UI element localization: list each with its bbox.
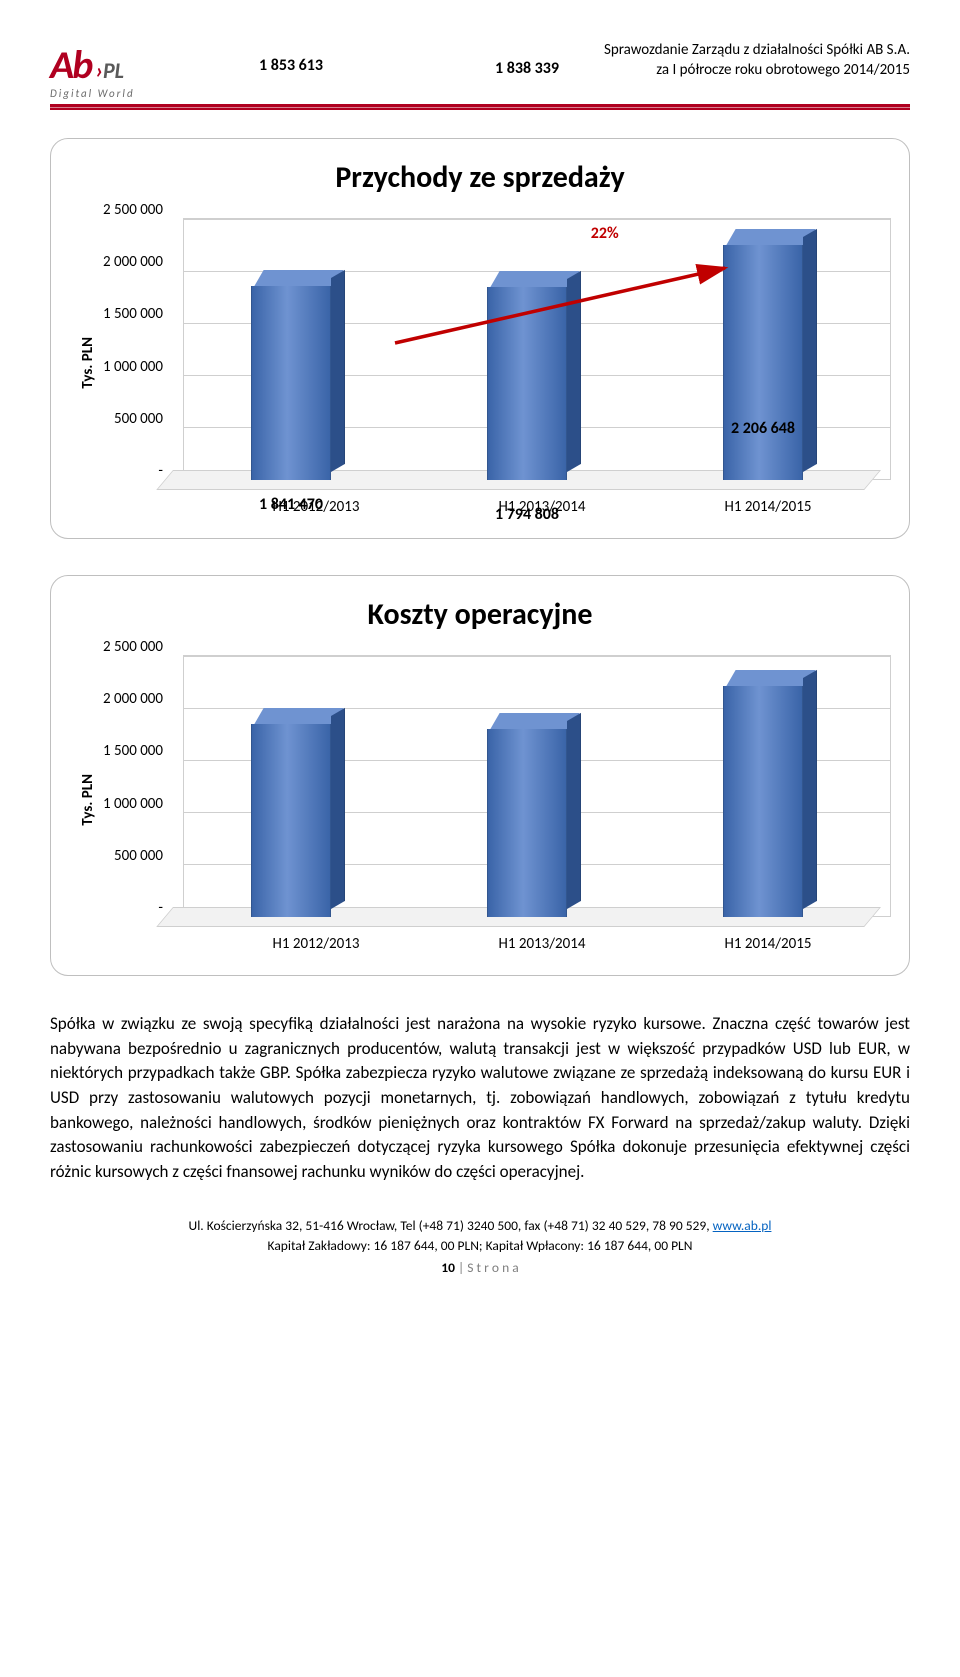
chart-ylabel: Tys. PLN	[79, 337, 97, 389]
bar: 1 794 808	[487, 729, 567, 917]
bar-label: 1 853 613	[221, 56, 361, 75]
header-title: Sprawozdanie Zarządu z działalności Spół…	[604, 40, 910, 81]
body-paragraph: Spółka w związku ze swoją specyfiką dzia…	[50, 1012, 910, 1184]
chart-costs: Koszty operacyjne Tys. PLN 2 500 0002 00…	[50, 575, 910, 976]
bar-label: 2 206 648	[693, 419, 833, 438]
bar: 2 240 360	[723, 245, 803, 480]
bar-label: 1 794 808	[457, 505, 597, 524]
chart-bars: 1 841 470 1 794 808 2 206 648	[173, 655, 881, 917]
bar-label: 1 841 470	[221, 495, 361, 514]
header-divider	[50, 104, 910, 110]
chart-bars: 1 853 613 1 838 339 2 240 360	[173, 218, 881, 480]
bar: 2 206 648	[723, 686, 803, 917]
xcat: H1 2012/2013	[273, 935, 360, 953]
logo-dot: ›	[95, 57, 103, 84]
bar: 1 838 339	[487, 287, 567, 480]
logo-subtitle: Digital World	[50, 87, 135, 100]
footer-line2: Kapitał Zakładowy: 16 187 644, 00 PLN; K…	[50, 1236, 910, 1256]
chart-plot: 1 853 613 1 838 339 2 240 360 22%	[173, 218, 881, 480]
bar: 1 853 613	[251, 286, 331, 480]
xcat: H1 2014/2015	[725, 935, 812, 953]
xcat: H1 2014/2015	[725, 498, 812, 516]
footer-address: Ul. Kościerzyńska 32, 51-416 Wrocław, Te…	[189, 1217, 713, 1234]
bar-label: 1 838 339	[457, 59, 597, 78]
header-line2: za I półrocze roku obrotowego 2014/2015	[604, 60, 910, 80]
xcat: H1 2013/2014	[499, 935, 586, 953]
footer-link[interactable]: www.ab.pl	[713, 1217, 772, 1234]
bar: 1 841 470	[251, 724, 331, 917]
chart-ylabel: Tys. PLN	[79, 774, 97, 826]
header-line1: Sprawozdanie Zarządu z działalności Spół…	[604, 40, 910, 60]
page-number: 10 | S t r o n a	[50, 1258, 910, 1278]
chart-title: Przychody ze sprzedaży	[79, 159, 881, 196]
page-number-value: 10	[441, 1259, 455, 1276]
chart-yaxis: 2 500 0002 000 0001 500 0001 000 000500 …	[103, 210, 173, 472]
page-number-label: | S t r o n a	[455, 1259, 519, 1276]
footer-line1: Ul. Kościerzyńska 32, 51-416 Wrocław, Te…	[50, 1216, 910, 1236]
page-footer: Ul. Kościerzyńska 32, 51-416 Wrocław, Te…	[50, 1216, 910, 1277]
logo-suffix: PL	[103, 57, 124, 84]
chart-plot: 1 841 470 1 794 808 2 206 648	[173, 655, 881, 917]
logo-main: Ab	[50, 40, 91, 89]
pct-label: 22%	[591, 224, 619, 243]
chart-xaxis: H1 2012/2013 H1 2013/2014 H1 2014/2015	[173, 935, 881, 953]
logo: Ab ›PL Digital World	[50, 40, 135, 100]
chart-title: Koszty operacyjne	[79, 596, 881, 633]
chart-revenue: Przychody ze sprzedaży Tys. PLN 2 500 00…	[50, 138, 910, 539]
chart-yaxis: 2 500 0002 000 0001 500 0001 000 000500 …	[103, 647, 173, 909]
